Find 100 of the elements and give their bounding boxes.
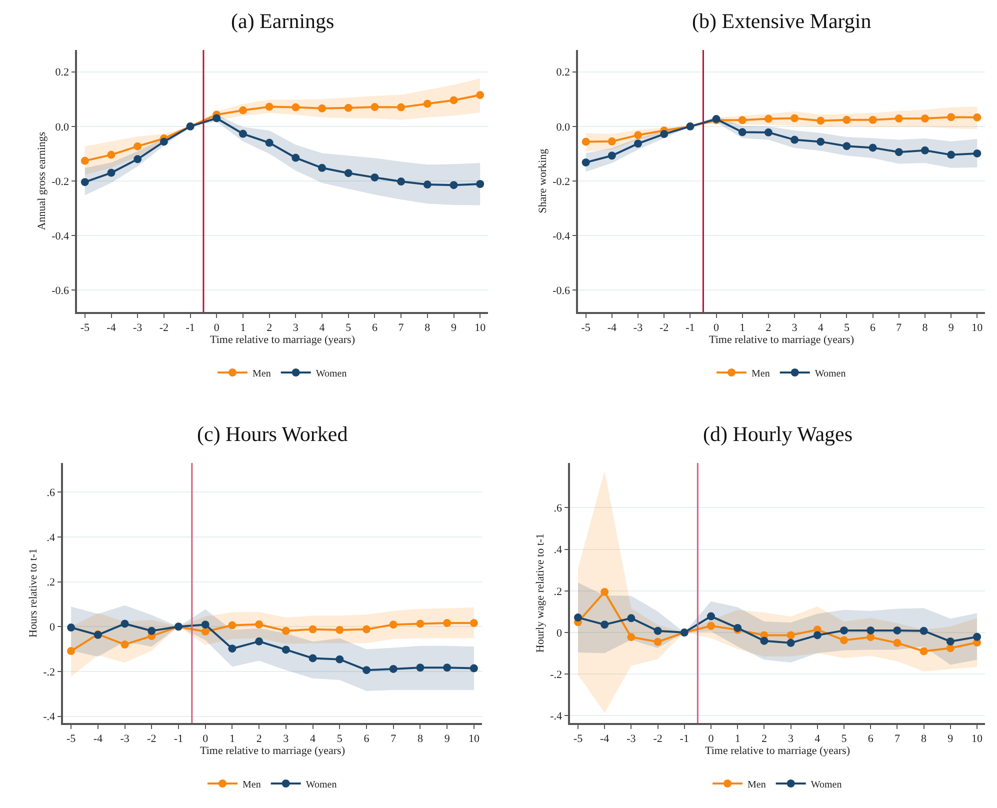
point — [764, 114, 772, 123]
x-tick-label: 1 — [240, 322, 246, 334]
x-tick-label: 7 — [398, 322, 404, 334]
point — [362, 625, 371, 634]
x-tick-label: 5 — [841, 732, 848, 745]
y-tick-label: -0.6 — [52, 285, 70, 298]
y-tick-label: -0.6 — [552, 285, 571, 298]
point — [397, 103, 406, 112]
point — [760, 636, 768, 645]
point — [842, 116, 851, 124]
point — [893, 638, 902, 647]
point — [946, 637, 954, 646]
x-tick-label: -2 — [653, 732, 662, 745]
x-tick-label: -2 — [147, 732, 156, 745]
point — [866, 633, 875, 642]
point — [292, 103, 300, 112]
point — [764, 128, 772, 136]
x-tick-label: 4 — [319, 322, 326, 334]
point — [265, 138, 274, 147]
point — [738, 116, 746, 124]
x-tick-label: -1 — [186, 322, 195, 334]
y-tick-label: .6 — [46, 486, 56, 499]
point — [282, 646, 290, 654]
chart-title: (b) Extensive Margin — [692, 9, 872, 33]
point — [336, 626, 344, 634]
x-tick-label: 2 — [256, 732, 262, 745]
y-tick-label: .4 — [554, 544, 563, 556]
point — [476, 91, 484, 100]
x-tick-label: 8 — [921, 732, 928, 745]
y-tick-label: .6 — [554, 502, 563, 515]
x-tick-label: -5 — [581, 322, 591, 334]
x-tick-label: 3 — [292, 322, 299, 334]
point — [416, 620, 424, 628]
x-tick-label: 4 — [818, 322, 824, 334]
y-tick-label: .4 — [46, 532, 56, 544]
legend-label: Women — [814, 368, 846, 380]
point — [868, 116, 877, 124]
point — [397, 178, 406, 186]
point — [228, 621, 236, 630]
legend-label: Men — [748, 779, 766, 790]
x-tick-label: -4 — [607, 322, 617, 334]
point — [362, 666, 371, 674]
y-tick-label: 0.0 — [55, 121, 70, 134]
point — [160, 138, 168, 146]
x-tick-label: 1 — [740, 322, 746, 334]
point — [470, 664, 478, 672]
point — [370, 173, 379, 182]
point — [946, 644, 954, 652]
point — [389, 620, 398, 629]
y-tick-label: -0.2 — [52, 176, 70, 188]
y-tick-label: -.2 — [550, 668, 562, 681]
point — [318, 164, 326, 172]
x-tick-label: 9 — [948, 732, 954, 745]
x-tick-label: 9 — [444, 732, 450, 745]
x-tick-label: 10 — [474, 322, 486, 334]
point — [470, 619, 478, 628]
point — [706, 612, 715, 620]
point — [786, 631, 795, 640]
point — [790, 136, 799, 144]
x-tick-label: 3 — [792, 322, 798, 334]
point — [706, 622, 715, 630]
y-axis-title: Share working — [536, 148, 549, 214]
x-tick-label: 8 — [424, 322, 431, 334]
x-tick-label: 5 — [336, 732, 343, 745]
point — [282, 626, 290, 635]
point — [816, 116, 825, 125]
point — [67, 647, 76, 656]
y-tick-label: 0.0 — [556, 121, 571, 134]
point — [107, 168, 116, 177]
y-tick-label: -.4 — [550, 710, 563, 723]
x-tick-label: 7 — [896, 322, 902, 334]
point — [107, 150, 116, 159]
point — [238, 106, 247, 114]
point — [67, 624, 76, 632]
point — [947, 113, 956, 122]
x-axis-title: Time relative to marriage (years) — [709, 334, 854, 346]
legend-label: Men — [242, 779, 261, 790]
point — [228, 644, 236, 653]
y-tick-label: .2 — [46, 576, 56, 589]
point — [443, 619, 452, 628]
x-tick-label: -3 — [133, 322, 143, 334]
point — [973, 149, 982, 158]
x-tick-label: 5 — [346, 322, 352, 334]
point — [336, 655, 344, 664]
x-tick-label: -3 — [120, 732, 130, 745]
point — [973, 113, 982, 122]
point — [582, 158, 590, 166]
point — [308, 654, 317, 662]
point — [947, 150, 956, 159]
point — [654, 626, 662, 635]
y-tick-label: -0.4 — [52, 230, 70, 242]
y-tick-label: 0.2 — [55, 66, 70, 79]
point — [148, 626, 156, 635]
point — [816, 138, 825, 146]
point — [840, 636, 848, 644]
legend-label: Women — [316, 368, 347, 380]
x-tick-label: -2 — [159, 322, 169, 334]
legend-label: Women — [306, 779, 337, 790]
point — [416, 664, 424, 672]
point — [344, 104, 352, 112]
